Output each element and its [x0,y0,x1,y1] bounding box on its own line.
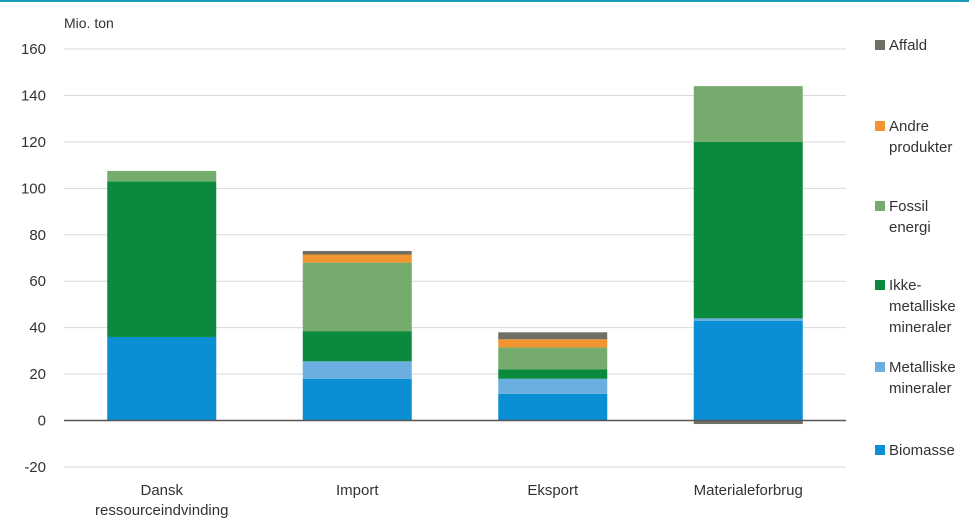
x-category-label: Import [336,482,379,499]
legend-label: Ikke- [889,277,922,294]
bar-segment [302,262,412,332]
bar-segment [498,347,608,370]
y-tick-label: 0 [38,413,46,430]
legend-label: Fossil [889,198,928,215]
bar-segment [107,181,217,337]
y-tick-label: -20 [24,459,46,476]
legend-swatch [875,40,885,50]
bar-segment [693,420,803,425]
legend-label: Affald [889,37,927,54]
y-tick-label: 140 [21,87,46,104]
x-category-label: Dansk [140,482,183,499]
bar-segment [302,361,412,379]
bar-segment [302,251,412,255]
legend-swatch [875,362,885,372]
legend-swatch [875,280,885,290]
legend-swatch [875,121,885,131]
bar-segment [498,369,608,379]
legend-label: mineraler [889,319,952,336]
y-tick-label: 100 [21,180,46,197]
legend-swatch [875,445,885,455]
legend-label: energi [889,219,931,236]
x-axis-categories: Dansk ressourceindvinding Import Eksport Mat… [95,482,803,519]
y-axis-unit-label: Mio. ton [64,15,114,31]
bar-segment [693,86,803,142]
top-accent-rule [0,0,969,2]
legend-label: metalliske [889,298,956,315]
bar-segment [498,393,608,421]
bar-segment [302,378,412,421]
y-tick-label: 20 [29,366,46,383]
x-category-label: Materialeforbrug [694,482,803,499]
legend-swatch [875,201,885,211]
y-tick-label: 120 [21,134,46,151]
legend: Affald Andre produkter Fossil energi Ikke-met… [875,37,956,459]
bar-segment [693,318,803,321]
y-tick-label: 40 [29,320,46,337]
bar-segment [498,378,608,394]
legend-label: produkter [889,139,952,156]
legend-label: Andre [889,118,929,135]
legend-label: Biomasse [889,442,955,459]
bars [107,86,803,425]
bar-segment [693,141,803,319]
bar-segment [107,170,217,182]
bar-segment [498,339,608,348]
x-category-label: Eksport [527,482,579,499]
y-tick-label: 80 [29,227,46,244]
bar-segment [302,254,412,263]
bar-segment [107,336,217,421]
bar-segment [693,320,803,421]
legend-label: mineraler [889,380,952,397]
y-axis-ticks: -20 0 20 40 60 80 100 120 140 160 [21,41,46,476]
y-tick-label: 60 [29,273,46,290]
x-category-label: ressourceindvinding [95,502,228,519]
legend-label: Metalliske [889,359,956,376]
bar-segment [302,331,412,362]
bar-segment [498,332,608,340]
y-tick-label: 160 [21,41,46,58]
